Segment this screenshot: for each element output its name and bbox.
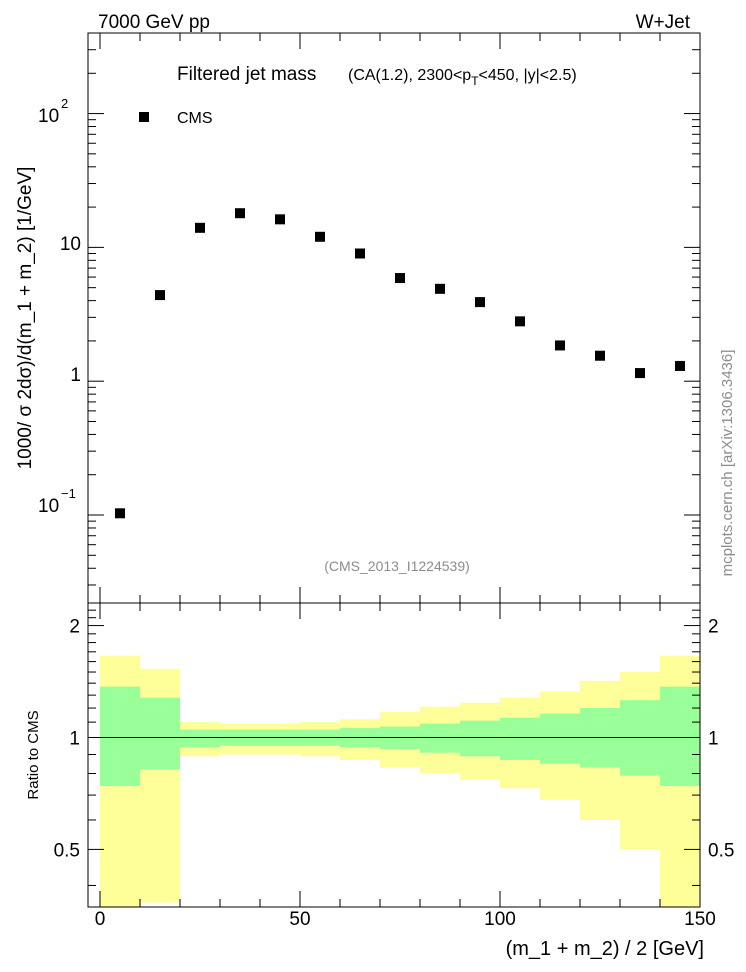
chart-subtitle: (CA(1.2), 2300<pT<450, |y|<2.5) bbox=[348, 67, 577, 88]
ratio-band-bin bbox=[100, 686, 140, 787]
ratio-y-axis-label: Ratio to CMS bbox=[25, 710, 42, 799]
data-point bbox=[195, 222, 205, 233]
main-panel: 10 2 10 1 10 −1 Filtered jet mass (CA(1.… bbox=[15, 32, 701, 604]
ratio-band-bin bbox=[140, 697, 180, 770]
ratio-ytick-label: 1 bbox=[69, 728, 80, 749]
ratio-band-bin bbox=[660, 686, 700, 787]
main-x-ticks bbox=[99, 33, 701, 603]
legend-label-cms: CMS bbox=[177, 110, 213, 127]
data-point bbox=[355, 248, 365, 259]
ytick-label-10: 10 bbox=[60, 234, 81, 255]
ytick-exp-minus1: −1 bbox=[61, 486, 76, 501]
data-point bbox=[595, 350, 605, 361]
ratio-ytick-label-right: 2 bbox=[708, 617, 719, 638]
subtitle-prefix: (CA(1.2), 2300<p bbox=[348, 67, 471, 84]
data-point bbox=[395, 273, 405, 284]
ratio-ytick-label: 0.5 bbox=[54, 840, 80, 861]
data-point bbox=[115, 508, 125, 519]
xtick-label: 0 bbox=[95, 909, 106, 930]
ratio-band-bin bbox=[540, 713, 580, 764]
ratio-ytick-label-right: 1 bbox=[708, 728, 719, 749]
ytick-label-100: 10 bbox=[38, 106, 59, 127]
ratio-ticks bbox=[88, 603, 701, 907]
subtitle-sub: T bbox=[471, 74, 479, 88]
ratio-y-tick-labels: 0.5 0.5 1 1 2 2 bbox=[54, 617, 735, 862]
analysis-id: (CMS_2013_I1224539) bbox=[324, 558, 470, 574]
header-left: 7000 GeV pp bbox=[98, 12, 210, 33]
data-point bbox=[475, 297, 485, 308]
data-point bbox=[275, 214, 285, 225]
ratio-x-tick-labels: 0 50 100 150 bbox=[95, 909, 716, 930]
data-point bbox=[675, 360, 685, 371]
ratio-band-bin bbox=[460, 720, 500, 757]
ytick-exp-2: 2 bbox=[61, 96, 68, 111]
ratio-band-bin bbox=[500, 717, 540, 760]
subtitle-suffix: <450, |y|<2.5) bbox=[479, 67, 577, 84]
main-y-ticks bbox=[88, 32, 700, 586]
x-axis-label: (m_1 + m_2) / 2 [GeV] bbox=[506, 938, 704, 960]
xtick-label: 50 bbox=[289, 909, 310, 930]
data-points bbox=[115, 208, 685, 519]
ytick-label-0p1: 10 bbox=[38, 496, 59, 517]
y-axis-label: 1000/ σ 2dσ)/d(m_1 + m_2) [1/GeV] bbox=[15, 167, 36, 470]
ratio-band-bin bbox=[180, 729, 220, 748]
xtick-label: 100 bbox=[484, 909, 516, 930]
data-point bbox=[555, 340, 565, 351]
chart-title: Filtered jet mass bbox=[177, 64, 316, 85]
ytick-label-1: 1 bbox=[70, 365, 81, 386]
data-point bbox=[635, 368, 645, 379]
ratio-band-bin bbox=[420, 723, 460, 753]
header-right: W+Jet bbox=[636, 12, 691, 33]
data-point bbox=[315, 231, 325, 242]
ratio-ytick-label: 2 bbox=[69, 617, 80, 638]
data-point bbox=[435, 283, 445, 294]
ratio-panel: 0.5 0.5 1 1 2 2 0 50 100 150 Ratio to CMS (m_1 +… bbox=[25, 602, 735, 960]
xtick-label: 150 bbox=[684, 909, 716, 930]
data-point bbox=[155, 290, 165, 301]
data-point bbox=[235, 208, 245, 219]
legend-marker-cms bbox=[139, 112, 149, 122]
ratio-ytick-label-right: 0.5 bbox=[708, 840, 734, 861]
data-point bbox=[515, 316, 525, 327]
watermark: mcplots.cern.ch [arXiv:1306.3436] bbox=[719, 350, 736, 577]
ratio-bands bbox=[100, 655, 700, 907]
